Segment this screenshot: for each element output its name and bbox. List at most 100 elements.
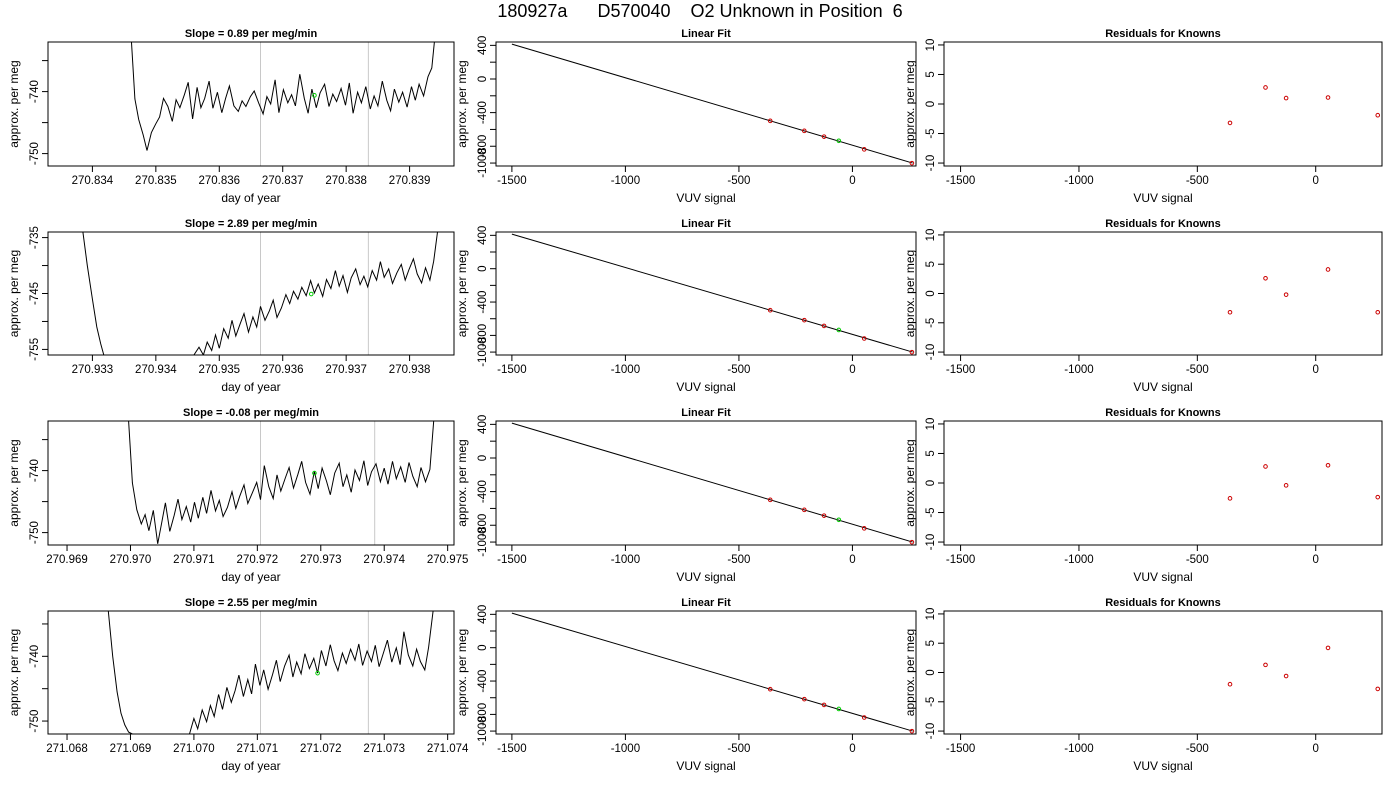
known-standard-point xyxy=(821,134,827,139)
y-tick-label: 5 xyxy=(925,640,937,646)
signal-line xyxy=(82,232,438,355)
known-standard-point xyxy=(909,539,915,545)
panel-title: Linear Fit xyxy=(681,597,731,609)
panel-title: Slope = -0.08 per meg/min xyxy=(183,407,319,419)
x-tick-label: -1000 xyxy=(611,743,640,755)
residual-point xyxy=(1325,462,1331,468)
plot-frame xyxy=(495,610,917,735)
x-tick-label: -1500 xyxy=(497,554,526,566)
residual-point xyxy=(1375,309,1381,315)
x-tick-label: 271.072 xyxy=(300,743,342,755)
y-tick-label: -5 xyxy=(925,507,937,517)
panel-title: Slope = 2.55 per meg/min xyxy=(185,597,318,609)
known-standard-point xyxy=(802,696,807,702)
x-tick-label: 271.069 xyxy=(110,743,152,755)
unknown-point xyxy=(836,706,842,712)
x-tick-label: 271.071 xyxy=(237,743,279,755)
x-tick-label: -500 xyxy=(1186,743,1209,755)
y-tick-label: -5 xyxy=(925,697,937,707)
residual-point xyxy=(1263,275,1268,281)
y-tick-label: 0 xyxy=(925,101,937,107)
unknown-point xyxy=(836,327,842,333)
plot-frame xyxy=(47,610,455,735)
y-tick-label: 0 xyxy=(477,76,489,82)
fit-line xyxy=(511,422,913,543)
residual-point xyxy=(1283,673,1289,679)
x-tick-label: 270.933 xyxy=(72,364,114,376)
y-axis-label: approx. per meg xyxy=(903,629,917,716)
known-standard-point xyxy=(802,317,807,323)
y-axis-label: approx. per meg xyxy=(7,60,21,147)
x-axis-label: VUV signal xyxy=(676,191,735,205)
panel-title: Linear Fit xyxy=(681,28,731,40)
page-title: 180927a D570040 O2 Unknown in Position 6 xyxy=(497,1,903,21)
x-tick-label: 270.971 xyxy=(173,554,215,566)
plot-frame xyxy=(47,41,455,167)
x-axis-label: day of year xyxy=(221,570,280,584)
residual-point xyxy=(1227,496,1233,501)
x-axis-label: VUV signal xyxy=(1133,191,1192,205)
known-standard-point xyxy=(767,307,773,313)
x-tick-label: 270.975 xyxy=(427,554,469,566)
y-tick-label: 400 xyxy=(477,36,489,55)
y-tick-label: -400 xyxy=(477,101,489,124)
y-tick-label: 0 xyxy=(925,480,937,486)
y-axis-label: approx. per meg xyxy=(7,439,21,526)
x-tick-label: 270.834 xyxy=(72,175,114,187)
known-standard-point xyxy=(767,118,773,124)
y-tick-label: 10 xyxy=(925,39,937,52)
x-tick-label: -1500 xyxy=(946,554,975,566)
x-tick-label: 270.969 xyxy=(46,554,88,566)
x-tick-label: -500 xyxy=(1186,364,1209,376)
residual-point xyxy=(1375,112,1381,118)
residual-point xyxy=(1283,95,1289,101)
x-tick-label: -1500 xyxy=(497,175,526,187)
residual-point xyxy=(1283,292,1289,297)
x-tick-label: -1500 xyxy=(946,364,975,376)
residual-point xyxy=(1263,464,1268,469)
x-tick-label: 270.936 xyxy=(262,364,304,376)
x-axis-label: day of year xyxy=(221,191,280,205)
y-tick-label: -755 xyxy=(29,338,41,361)
x-axis-label: VUV signal xyxy=(676,759,735,773)
x-tick-label: -1000 xyxy=(1064,175,1093,187)
panel-title: Linear Fit xyxy=(681,407,731,419)
panel-title: Linear Fit xyxy=(681,218,731,230)
x-tick-label: 270.970 xyxy=(110,554,152,566)
x-tick-label: 270.935 xyxy=(198,364,240,376)
y-axis-label: approx. per meg xyxy=(7,250,21,337)
y-tick-label: -5 xyxy=(925,128,937,138)
known-standard-point xyxy=(909,728,915,734)
x-axis-label: VUV signal xyxy=(676,380,735,394)
unknown-point xyxy=(836,517,842,523)
x-axis-label: day of year xyxy=(221,380,280,394)
y-tick-label: 0 xyxy=(477,265,489,271)
plot-frame xyxy=(943,420,1383,546)
known-standard-point xyxy=(821,702,827,708)
y-tick-label: 400 xyxy=(477,605,489,624)
x-tick-label: -1500 xyxy=(497,743,526,755)
signal-line xyxy=(128,421,435,544)
y-tick-label: 400 xyxy=(477,226,489,245)
y-tick-label: -10 xyxy=(925,344,937,361)
known-standard-point xyxy=(767,497,773,503)
y-tick-label: -750 xyxy=(29,521,41,544)
x-tick-label: -500 xyxy=(1186,554,1209,566)
panel-title: Residuals for Knowns xyxy=(1105,597,1221,609)
fit-line xyxy=(511,43,913,164)
y-tick-label: -5 xyxy=(925,318,937,328)
x-tick-label: 270.972 xyxy=(237,554,279,566)
residual-point xyxy=(1283,483,1289,488)
y-tick-label: 0 xyxy=(925,290,937,296)
panel-title: Residuals for Knowns xyxy=(1105,218,1221,230)
y-tick-label: 5 xyxy=(925,450,937,456)
residual-point xyxy=(1263,662,1268,668)
residual-point xyxy=(1227,309,1233,315)
y-tick-label: 400 xyxy=(477,415,489,434)
y-axis-label: approx. per meg xyxy=(903,250,917,337)
x-axis-label: VUV signal xyxy=(1133,380,1192,394)
x-tick-label: 270.838 xyxy=(325,175,367,187)
plot-frame xyxy=(943,41,1383,167)
y-axis-label: approx. per meg xyxy=(455,629,469,716)
